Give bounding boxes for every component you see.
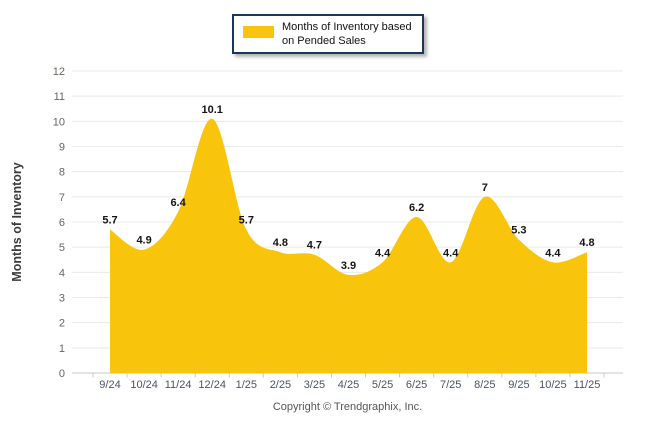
y-tick-label: 11 [54,91,65,103]
y-tick-label: 9 [59,142,65,154]
y-tick-label: 4 [59,267,65,279]
x-tick-label: 9/25 [508,379,529,391]
data-label: 5.7 [102,215,117,227]
copyright-text: Copyright © Trendgraphix, Inc. [272,401,423,413]
y-tick-label: 3 [59,293,65,305]
data-label: 4.8 [273,237,288,249]
x-tick-label: 1/25 [236,379,257,391]
area-series [110,118,587,374]
data-label: 6.4 [170,197,186,209]
legend-label: Months of Inventory based on Pended Sale… [282,20,412,48]
legend-label-line1: Months of Inventory based [282,21,412,33]
y-tick-label: 0 [59,368,65,380]
data-label: 4.8 [579,237,594,249]
chart-legend: Months of Inventory based on Pended Sale… [232,14,424,54]
y-tick-label: 10 [53,116,65,128]
x-tick-label: 10/25 [539,379,567,391]
y-tick-label: 5 [59,242,65,254]
y-tick-label: 1 [59,343,65,355]
legend-label-line2: on Pended Sales [282,35,366,47]
data-label: 6.2 [409,202,424,214]
y-tick-label: 6 [59,217,65,229]
y-tick-label: 8 [59,167,65,179]
x-tick-label: 10/24 [130,379,158,391]
x-tick-label: 12/24 [198,379,226,391]
x-tick-label: 3/25 [304,379,325,391]
data-label: 5.7 [239,215,254,227]
x-tick-label: 7/25 [440,379,461,391]
y-tick-label: 12 [53,66,65,78]
y-axis-title: Months of Inventory [10,162,24,281]
x-tick-label: 9/24 [99,379,120,391]
data-label: 4.4 [545,247,561,259]
x-tick-label: 11/25 [574,379,601,391]
data-label: 7 [482,182,488,194]
data-label: 5.3 [511,225,526,237]
x-tick-label: 5/25 [372,379,393,391]
x-tick-label: 2/25 [270,379,291,391]
data-label: 4.7 [307,240,322,252]
legend-swatch-icon [243,26,274,38]
x-tick-label: 11/24 [165,379,192,391]
x-tick-label: 6/25 [406,379,427,391]
data-label: 4.9 [136,235,151,247]
x-tick-label: 4/25 [338,379,359,391]
y-tick-label: 7 [59,192,65,204]
data-label: 3.9 [341,260,356,272]
data-label: 4.4 [375,247,391,259]
data-label: 10.1 [201,104,222,116]
x-tick-label: 8/25 [474,379,495,391]
data-label: 4.4 [443,247,459,259]
y-tick-label: 2 [59,318,65,330]
